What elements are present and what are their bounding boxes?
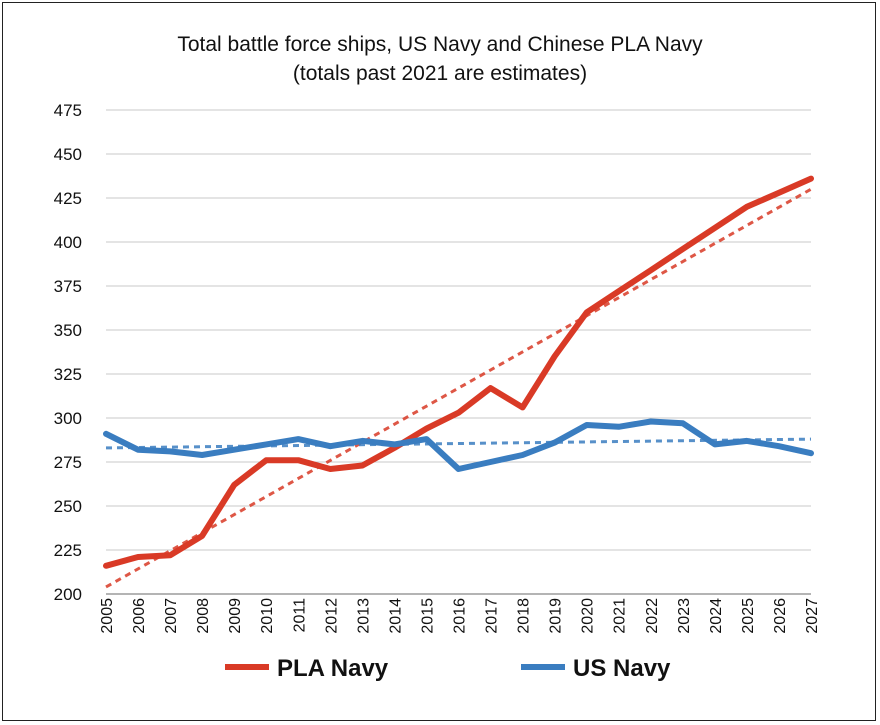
x-tick-label: 2006 — [131, 598, 148, 634]
y-tick-label: 225 — [54, 541, 82, 560]
trendlines — [105, 187, 812, 589]
series-line-pla-navy — [103, 175, 814, 569]
y-tick-label: 250 — [54, 497, 82, 516]
y-tick-label: 350 — [54, 321, 82, 340]
x-tick-label: 2025 — [740, 598, 757, 634]
y-tick-label: 400 — [54, 233, 82, 252]
y-tick-label: 375 — [54, 277, 82, 296]
y-tick-label: 275 — [54, 453, 82, 472]
x-tick-label: 2008 — [195, 598, 212, 634]
x-axis-ticks: 2005 2006 2007 2008 2009 2010 2011 2012 2013 2014… — [99, 598, 821, 634]
x-tick-label: 2024 — [708, 598, 725, 634]
chart-subtitle: (totals past 2021 are estimates) — [293, 62, 587, 85]
x-tick-label: 2022 — [644, 598, 661, 634]
y-axis-ticks: 200 225 250 275 300 325 350 375 400 425 450 475 — [54, 101, 82, 604]
x-tick-label: 2010 — [259, 598, 276, 634]
trendline-pla-navy — [105, 187, 812, 589]
x-tick-label: 2018 — [516, 598, 533, 634]
x-tick-label: 2011 — [291, 598, 308, 633]
trendline-us-navy — [105, 437, 812, 450]
legend: PLA Navy US Navy — [225, 655, 671, 682]
y-tick-label: 425 — [54, 189, 82, 208]
x-tick-label: 2027 — [804, 598, 821, 634]
x-tick-label: 2020 — [580, 598, 597, 634]
y-tick-label: 300 — [54, 409, 82, 428]
legend-label-us-navy: US Navy — [573, 655, 671, 682]
legend-label-pla-navy: PLA Navy — [277, 655, 389, 682]
chart-title: Total battle force ships, US Navy and Ch… — [177, 33, 703, 56]
y-tick-label: 475 — [54, 101, 82, 120]
chart-svg: Total battle force ships, US Navy and Ch… — [54, 33, 821, 682]
x-tick-label: 2026 — [772, 598, 789, 634]
y-tick-label: 450 — [54, 145, 82, 164]
x-tick-label: 2009 — [227, 598, 244, 634]
x-tick-label: 2013 — [355, 598, 372, 634]
x-tick-label: 2023 — [676, 598, 693, 634]
y-tick-label: 200 — [54, 585, 82, 604]
x-tick-label: 2021 — [612, 598, 629, 634]
series-line-us-navy — [103, 418, 814, 472]
y-tick-label: 325 — [54, 365, 82, 384]
x-tick-label: 2007 — [163, 598, 180, 634]
x-tick-label: 2014 — [387, 598, 404, 634]
x-tick-label: 2016 — [452, 598, 469, 634]
x-tick-label: 2015 — [419, 598, 436, 634]
x-tick-label: 2012 — [323, 598, 340, 634]
x-tick-label: 2005 — [99, 598, 116, 634]
x-tick-label: 2017 — [484, 598, 501, 634]
x-tick-label: 2019 — [548, 598, 565, 634]
series-lines — [103, 175, 814, 569]
